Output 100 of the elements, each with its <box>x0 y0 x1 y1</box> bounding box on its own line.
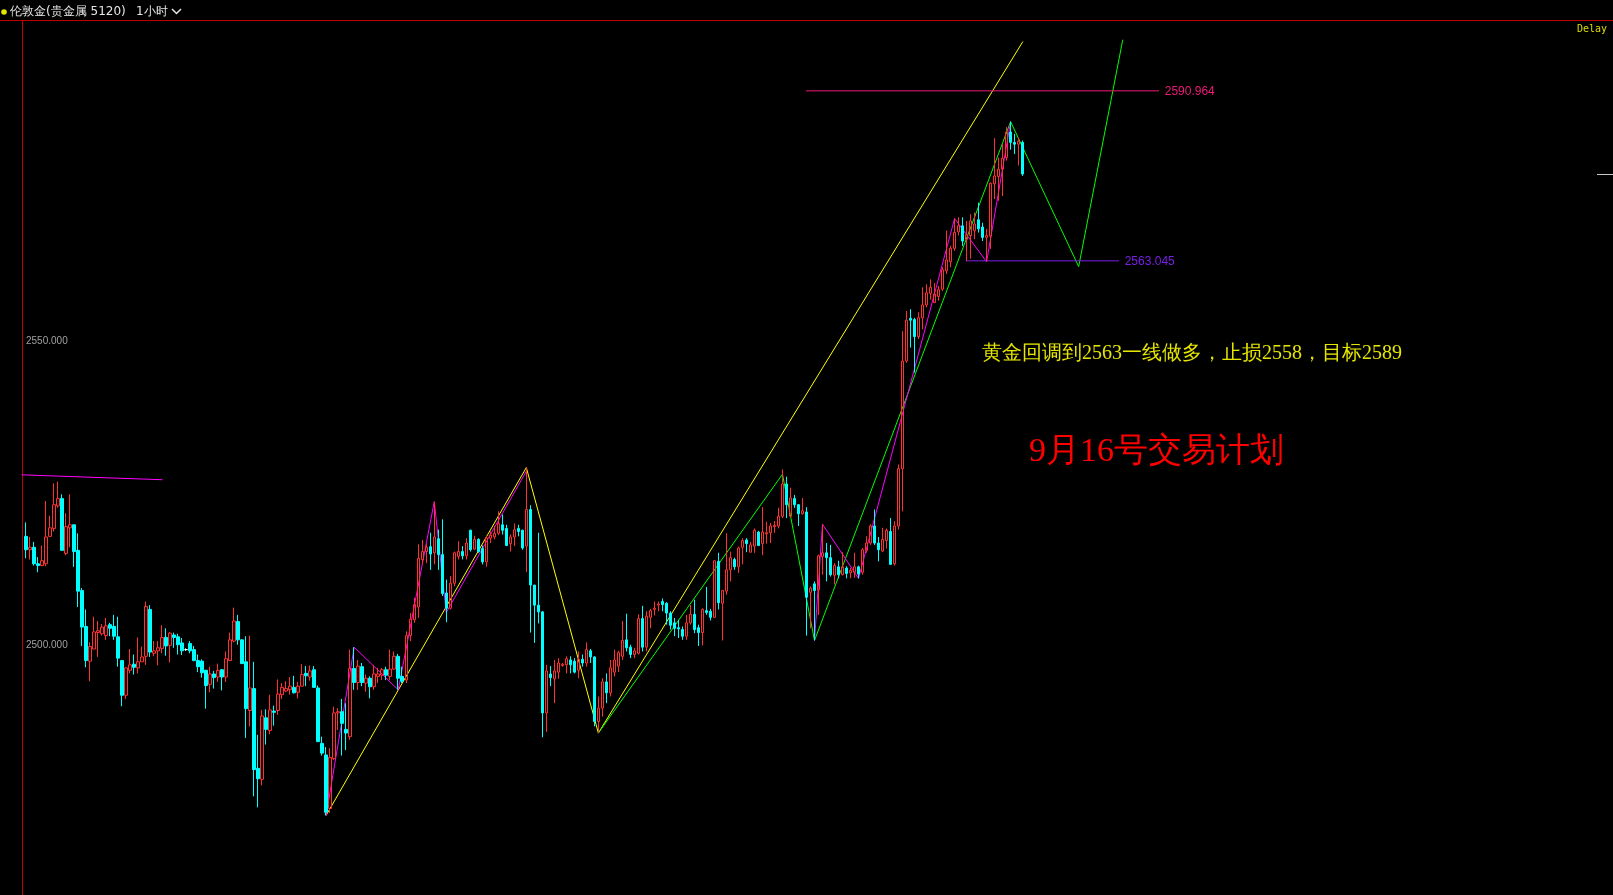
candlestick <box>885 527 888 550</box>
candlestick <box>1005 126 1008 162</box>
candlestick <box>525 467 528 573</box>
candlestick <box>425 543 428 564</box>
candlestick <box>164 627 168 657</box>
candlestick <box>28 536 32 560</box>
candlestick <box>120 659 124 707</box>
candlestick <box>857 565 860 579</box>
candlestick <box>961 216 964 247</box>
candlestick <box>180 637 184 656</box>
candlestick <box>288 676 292 696</box>
data-label: 2590.964 <box>1164 83 1216 98</box>
candlestick <box>581 653 584 668</box>
candlestick <box>853 552 856 579</box>
candlestick <box>136 636 140 674</box>
candlestick <box>352 646 356 691</box>
candlestick <box>360 662 364 687</box>
candlestick <box>1021 140 1024 177</box>
candlestick <box>461 545 464 560</box>
candlestick <box>469 529 472 553</box>
candlestick <box>24 521 28 559</box>
candlestick <box>845 565 848 579</box>
candlestick <box>745 537 748 553</box>
chart-subtitle: 1小时 <box>136 4 168 18</box>
candlestick <box>132 653 136 676</box>
candlestick <box>969 213 972 260</box>
annotation: 9月16号交易计划 <box>1029 430 1284 470</box>
candlestick <box>701 607 704 646</box>
candlestick <box>705 586 708 616</box>
candlestick <box>104 617 108 641</box>
candlestick <box>933 282 936 304</box>
candlestick <box>44 500 48 567</box>
candlestick <box>396 653 400 691</box>
data-label: 2563.045 <box>1124 253 1176 268</box>
candlestick <box>368 675 372 699</box>
candlestick <box>801 497 804 515</box>
candlestick <box>304 665 308 687</box>
candlestick <box>473 535 476 551</box>
candlestick <box>356 659 360 691</box>
candlestick <box>521 529 524 551</box>
candlestick <box>1009 121 1012 151</box>
candlestick <box>637 613 640 655</box>
candlestick <box>60 493 64 552</box>
candlestick <box>565 655 568 674</box>
candlestick <box>260 709 264 786</box>
candlestick <box>292 675 296 694</box>
candlestick <box>569 655 572 674</box>
candlestick <box>384 666 388 681</box>
candlestick <box>388 649 392 681</box>
candlestick <box>573 657 576 674</box>
candlestick <box>833 562 836 585</box>
candlestick <box>116 616 120 668</box>
candlestick <box>372 664 376 691</box>
candlestick <box>545 664 548 733</box>
candlestick <box>837 560 840 579</box>
candlestick <box>264 708 268 746</box>
candlestick <box>485 535 488 568</box>
candlestick <box>148 604 152 658</box>
candlestick <box>176 633 180 655</box>
chart-title: 伦敦金(贵金属 5120) <box>10 4 126 18</box>
y-tick-label: 2550.000 <box>26 334 69 346</box>
candlestick <box>248 635 252 727</box>
candlestick <box>380 667 384 681</box>
candlestick <box>168 631 172 663</box>
candlestick <box>216 663 220 683</box>
candlestick <box>645 610 648 652</box>
candlestick <box>417 543 420 619</box>
candlestick <box>881 527 884 553</box>
line-series <box>325 41 1024 816</box>
candlestick <box>653 601 656 617</box>
candlestick <box>733 557 736 571</box>
candlestick <box>429 532 432 571</box>
candlestick <box>465 537 468 560</box>
candlestick <box>713 560 716 619</box>
candlestick <box>348 649 352 741</box>
candlestick <box>577 650 580 679</box>
candlestick <box>96 620 100 658</box>
candlestick <box>364 674 368 693</box>
candlestick <box>272 705 276 727</box>
candlestick <box>757 530 760 547</box>
candlestick <box>553 659 556 704</box>
candlestick <box>497 510 500 536</box>
candlestick <box>657 601 660 612</box>
candlestick <box>889 517 892 566</box>
candlestick <box>813 580 816 641</box>
candlestick <box>809 585 812 629</box>
annotation: Delay <box>1576 23 1607 35</box>
candlestick <box>805 506 808 637</box>
annotation: 黄金回调到2563一线做多，止损2558，目标2589 <box>982 341 1402 364</box>
candlestick <box>308 664 312 682</box>
candlestick <box>585 641 588 668</box>
candlestick <box>1001 143 1004 197</box>
candlestick <box>785 476 788 519</box>
candlestick <box>208 666 212 693</box>
candlestick <box>340 698 344 757</box>
candlestick <box>665 601 668 626</box>
y-tick-label: 2500.000 <box>26 639 69 651</box>
candlestick <box>276 678 280 716</box>
candlestick <box>677 619 680 639</box>
candlestick <box>717 552 720 610</box>
